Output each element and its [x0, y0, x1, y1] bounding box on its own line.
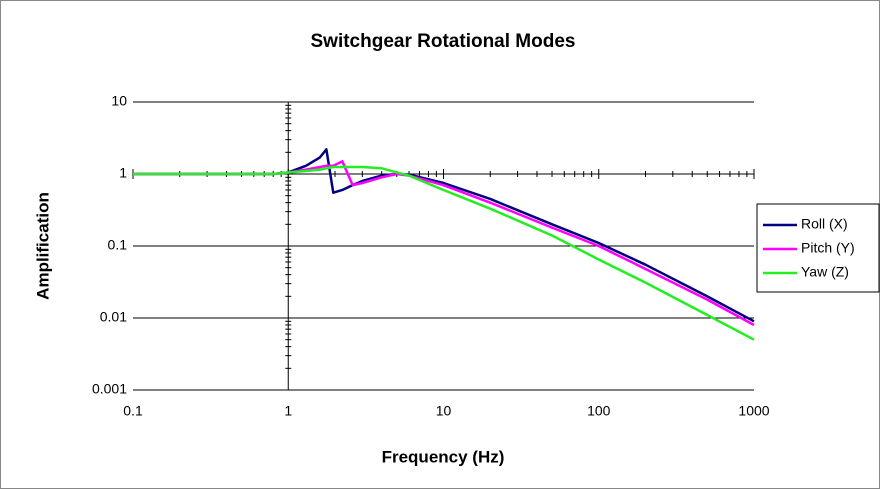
y-tick-label: 0.1 [108, 237, 128, 253]
legend-label: Roll (X) [801, 216, 848, 232]
legend-label: Pitch (Y) [801, 240, 855, 256]
x-tick-label: 1 [284, 403, 292, 419]
x-tick-label: 100 [587, 403, 611, 419]
y-axis-label: Amplification [33, 192, 52, 300]
chart-title: Switchgear Rotational Modes [311, 31, 576, 52]
y-tick-label: 1 [119, 165, 127, 181]
y-tick-label: 0.001 [92, 381, 127, 397]
series-line [133, 148, 755, 323]
y-tick-label: 0.01 [100, 309, 127, 325]
legend-label: Yaw (Z) [801, 264, 849, 280]
x-tick-label: 10 [436, 403, 452, 419]
x-tick-label: 1000 [738, 403, 769, 419]
y-tick-label: 10 [111, 93, 127, 109]
x-axis-label: Frequency (Hz) [382, 447, 505, 466]
x-tick-label: 0.1 [123, 403, 143, 419]
series-line [133, 165, 755, 341]
